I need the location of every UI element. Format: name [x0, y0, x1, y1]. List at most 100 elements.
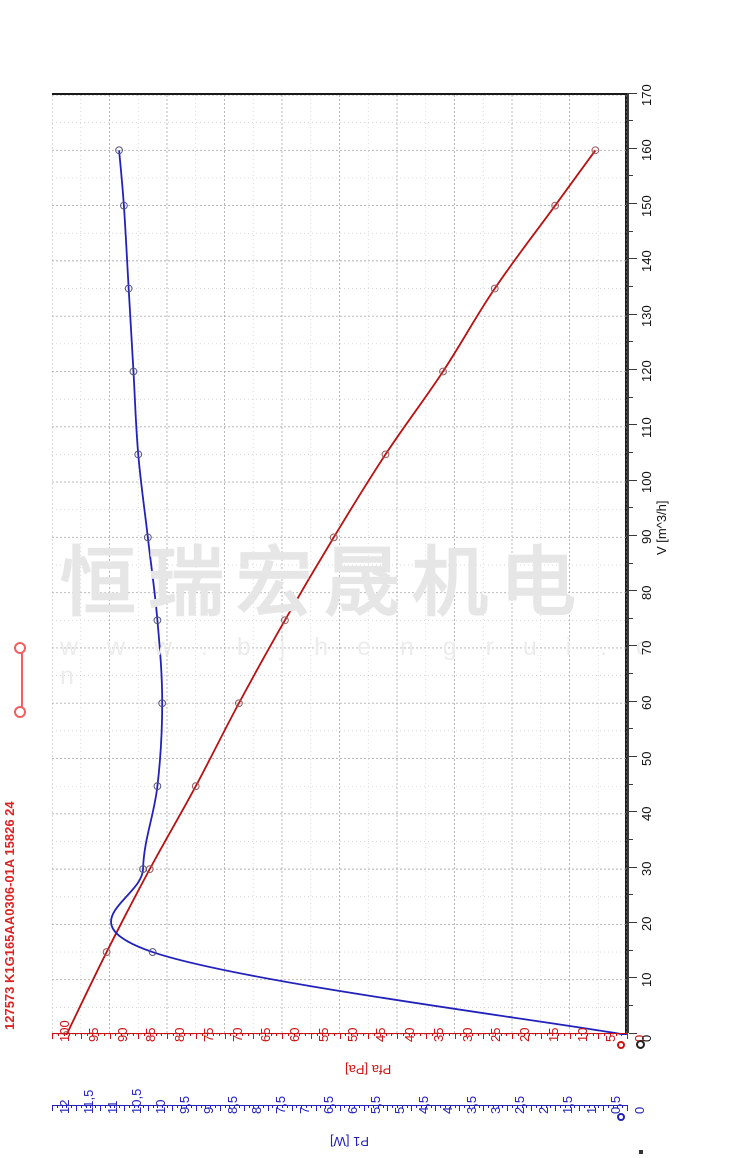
pfa-axis-tick-label: 20 — [517, 1027, 532, 1042]
v-axis-tick — [629, 1004, 633, 1006]
v-axis-tick-label: 160 — [639, 139, 654, 162]
p1-axis-tick — [468, 1105, 470, 1108]
v-axis-title: V [m^3/h] — [654, 500, 669, 555]
pfa-axis-tick — [247, 1033, 249, 1036]
pfa-axis-tick — [322, 1033, 324, 1036]
p1-axis-tick — [291, 1105, 293, 1111]
p1-axis-tick — [569, 1105, 571, 1108]
p1-axis-tick — [85, 1105, 87, 1108]
pfa-axis-tick — [563, 1033, 565, 1036]
pfa-axis-tick — [178, 1033, 180, 1036]
pfa-axis-tick — [535, 1033, 536, 1036]
pfa-axis-tick — [80, 1033, 82, 1039]
data-point-marker — [158, 699, 167, 708]
pfa-axis-tick — [241, 1033, 243, 1036]
pfa-axis-tick — [333, 1033, 335, 1036]
pfa-axis-tick — [63, 1033, 65, 1036]
p1-axis-tick — [411, 1105, 413, 1111]
pfa-axis-tick — [316, 1033, 318, 1036]
v-axis-tick — [629, 783, 633, 785]
p1-axis-tick — [401, 1105, 403, 1108]
pfa-axis-tick-label: 70 — [229, 1027, 245, 1042]
p1-axis-tick — [76, 1105, 77, 1111]
p1-axis-tick — [238, 1105, 240, 1108]
series-line-p1 — [110, 150, 627, 1035]
pfa-axis-tick — [356, 1033, 358, 1036]
p1-axis-tick — [555, 1105, 557, 1111]
p1-axis-tick — [181, 1105, 183, 1108]
p1-axis-tick — [612, 1105, 614, 1108]
pfa-axis-tick-label: 95 — [85, 1027, 101, 1042]
legend-marker-bottom-icon — [14, 706, 26, 718]
v-axis-tick-label: 60 — [639, 695, 654, 711]
p1-axis-tick — [368, 1105, 370, 1108]
p1-axis-tick — [205, 1105, 207, 1108]
p1-axis-tick-label: 9,5 — [176, 1095, 192, 1114]
pfa-axis-tick-label: 65 — [258, 1027, 274, 1042]
p1-axis-tick — [171, 1105, 173, 1111]
pfa-axis-tick — [431, 1033, 433, 1036]
pfa-axis-tick — [270, 1033, 272, 1036]
v-axis-tick — [629, 921, 637, 923]
pfa-axis-tick — [103, 1033, 105, 1036]
p1-axis-tick-label: 6 — [344, 1106, 360, 1114]
v-axis-tick — [629, 92, 637, 94]
p1-axis-tick — [71, 1105, 73, 1108]
pfa-axis-tick — [293, 1033, 295, 1036]
pfa-axis-tick — [598, 1033, 600, 1039]
p1-axis-tick — [382, 1105, 384, 1108]
v-axis-tick — [629, 147, 637, 149]
pfa-axis-tick-label: 90 — [114, 1027, 130, 1042]
pfa-axis-tick — [471, 1033, 473, 1036]
p1-axis-tick — [526, 1105, 528, 1108]
pfa-axis-tick — [299, 1033, 301, 1036]
p1-axis-tick — [363, 1105, 365, 1111]
p1-axis-tick-label: 7 — [296, 1106, 312, 1114]
p1-axis-tick — [406, 1105, 408, 1108]
p1-axis-tick — [277, 1105, 279, 1108]
legend-marker-top-icon — [14, 642, 26, 654]
p1-axis-tick — [564, 1105, 566, 1108]
p1-axis-tick — [559, 1105, 561, 1108]
p1-axis-tick-label: 11 — [104, 1100, 120, 1115]
p1-axis-tick — [253, 1105, 255, 1108]
pfa-axis-tick — [115, 1033, 117, 1036]
p1-axis-tick — [80, 1105, 82, 1108]
pfa-axis-tick — [414, 1033, 416, 1036]
pfa-axis-tick — [477, 1033, 479, 1036]
pfa-axis-tick — [276, 1033, 278, 1036]
pfa-axis-tick — [523, 1033, 525, 1036]
data-point-marker — [124, 284, 133, 293]
v-axis-tick-label: 90 — [639, 529, 654, 545]
v-axis-tick — [629, 590, 637, 592]
p1-axis-tick — [95, 1105, 97, 1108]
p1-axis-tick — [397, 1105, 398, 1108]
pfa-axis-tick — [201, 1033, 203, 1036]
pfa-axis-tick — [391, 1033, 393, 1036]
pfa-axis-tick — [52, 1033, 53, 1039]
v-axis-tick-label: 170 — [639, 84, 654, 106]
v-axis-line — [627, 93, 629, 1033]
v-axis-tick — [629, 313, 637, 315]
pfa-axis-tick-label: 75 — [200, 1027, 216, 1042]
v-axis-tick-label: 20 — [639, 916, 654, 932]
pfa-axis-tick — [161, 1033, 163, 1036]
p1-axis-tick — [492, 1105, 494, 1108]
data-point-marker — [381, 450, 390, 459]
pfa-axis-tick — [592, 1033, 594, 1036]
pfa-axis-tick — [362, 1033, 364, 1036]
p1-axis-tick — [301, 1105, 303, 1108]
p1-axis-tick — [435, 1105, 437, 1111]
v-axis-tick — [629, 120, 633, 122]
v-axis-tick-label: 130 — [639, 305, 654, 328]
v-axis-tick — [629, 396, 633, 398]
p1-axis-tick — [214, 1105, 216, 1108]
p1-axis-tick — [133, 1105, 135, 1108]
pfa-axis-tick — [167, 1033, 168, 1039]
p1-axis-tick — [248, 1105, 250, 1108]
p1-axis-tick — [200, 1105, 202, 1108]
v-axis-tick — [629, 673, 633, 675]
p1-axis-tick — [617, 1105, 619, 1108]
pfa-axis-tick — [506, 1033, 508, 1036]
p1-axis-tick-label: 3,5 — [464, 1095, 480, 1114]
